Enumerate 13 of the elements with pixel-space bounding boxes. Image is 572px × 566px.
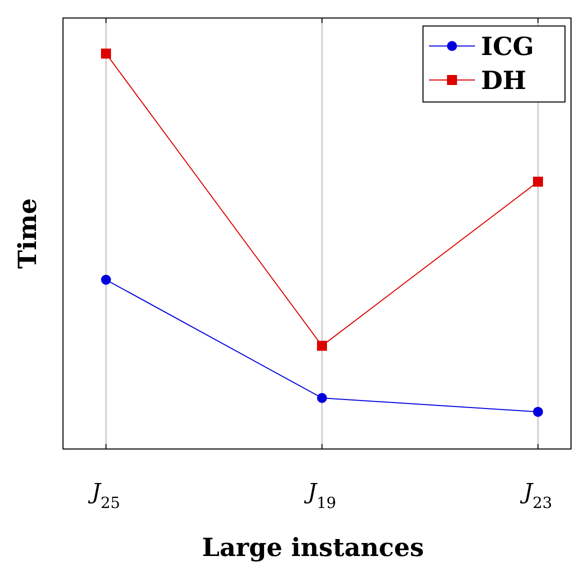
point: [533, 176, 543, 187]
y-axis-title: Time: [13, 198, 42, 269]
x-tick-label: J$_{19}$: [304, 480, 336, 512]
x-tick-label: J$_{25}$: [88, 480, 120, 512]
legend-label: DH: [481, 66, 526, 95]
point: [317, 392, 327, 403]
x-tick-label: J$_{23}$: [520, 480, 552, 512]
point: [317, 340, 327, 351]
point: [101, 48, 111, 59]
point: [533, 406, 543, 417]
x-axis-title: Large instances: [202, 533, 424, 562]
point: [101, 274, 111, 285]
legend-label: ICG: [481, 32, 534, 61]
